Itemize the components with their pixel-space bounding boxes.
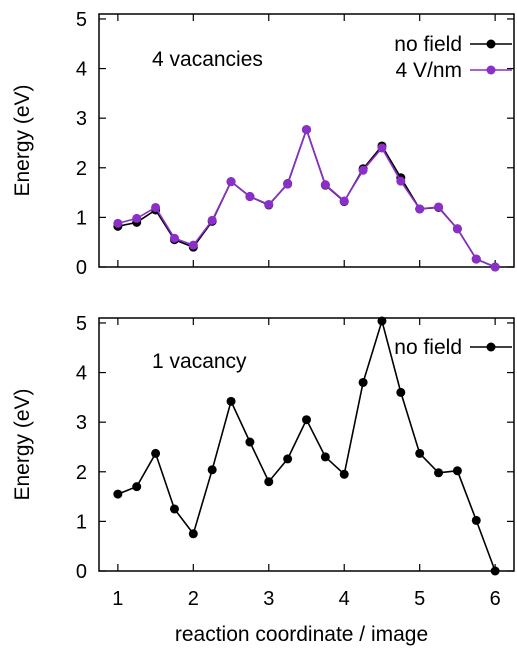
x-tick-label: 2: [188, 588, 199, 610]
bottom-y-tick-label: 3: [76, 412, 87, 434]
bottom-data-point: [226, 396, 236, 406]
top-data-point: [151, 202, 161, 212]
top-y-tick-label: 0: [76, 257, 87, 279]
top-data-point: [396, 176, 406, 186]
top-y-tick-label: 5: [76, 9, 87, 31]
bottom-data-point: [151, 448, 161, 458]
top-y-tick-label: 2: [76, 158, 87, 180]
bottom-data-point: [490, 566, 500, 576]
x-axis-label: reaction coordinate / image: [175, 623, 428, 646]
top-legend-marker: [486, 39, 496, 49]
top-legend-label: 4 V/nm: [395, 59, 462, 82]
top-data-point: [302, 125, 311, 135]
bottom-data-point: [377, 316, 387, 326]
bottom-y-tick-label: 0: [76, 561, 87, 583]
top-y-axis-label: Energy (eV): [11, 84, 34, 196]
bottom-y-axis-label: Energy (eV): [11, 388, 34, 500]
top-y-tick-label: 4: [76, 59, 87, 81]
x-tick-label: 1: [112, 588, 123, 610]
top-data-point: [283, 179, 293, 189]
top-data-point: [264, 199, 274, 209]
top-y-tick-label: 1: [76, 207, 87, 229]
top-data-point: [339, 196, 349, 206]
top-data-point: [471, 254, 481, 264]
bottom-y-tick-label: 2: [76, 462, 87, 484]
bottom-data-point: [471, 515, 481, 525]
x-tick-label: 6: [490, 588, 501, 610]
bottom-data-point: [207, 465, 217, 475]
bottom-data-point: [415, 448, 425, 458]
top-data-point: [169, 233, 179, 243]
x-tick-label: 5: [414, 588, 425, 610]
top-data-point: [245, 192, 255, 202]
bottom-data-point: [264, 477, 274, 487]
bottom-data-point: [339, 469, 349, 479]
top-legend-label: no field: [394, 33, 462, 56]
bottom-panel-annotation: 1 vacancy: [152, 350, 247, 373]
top-panel-annotation: 4 vacancies: [152, 48, 263, 71]
bottom-data-point: [283, 454, 293, 464]
bottom-y-tick-label: 1: [76, 511, 87, 533]
top-series-line-1: [117, 127, 496, 268]
top-legend-marker: [486, 65, 496, 75]
bottom-data-point: [132, 482, 142, 492]
bottom-data-point: [320, 452, 330, 462]
top-data-point: [415, 204, 425, 214]
top-data-point: [188, 240, 198, 250]
bottom-data-point: [302, 415, 311, 425]
top-data-point: [434, 202, 444, 212]
x-tick-label: 3: [263, 588, 274, 610]
bottom-y-tick-label: 4: [76, 363, 87, 385]
top-data-point: [113, 218, 123, 228]
bottom-data-point: [358, 377, 368, 387]
top-data-point: [207, 215, 217, 225]
top-data-point: [490, 262, 500, 272]
bottom-data-point: [113, 489, 123, 499]
bottom-legend-marker: [486, 342, 496, 352]
x-tick-label: 4: [339, 588, 350, 610]
bottom-data-point: [188, 529, 198, 539]
top-data-point: [358, 165, 368, 175]
bottom-data-point: [169, 504, 179, 514]
bottom-data-point: [396, 387, 406, 397]
top-data-point: [226, 177, 236, 187]
bottom-y-tick-label: 5: [76, 313, 87, 335]
top-series-line-0: [117, 127, 496, 268]
top-data-point: [377, 143, 387, 153]
bottom-plot-frame: [98, 317, 515, 572]
top-plot-frame: [98, 13, 515, 268]
bottom-data-point: [452, 466, 462, 476]
bottom-legend-label: no field: [394, 336, 462, 359]
top-y-tick-label: 3: [76, 108, 87, 130]
top-data-point: [320, 180, 330, 190]
top-data-point: [132, 213, 142, 223]
bottom-data-point: [434, 468, 444, 478]
bottom-data-point: [245, 437, 255, 447]
top-data-point: [452, 224, 462, 234]
